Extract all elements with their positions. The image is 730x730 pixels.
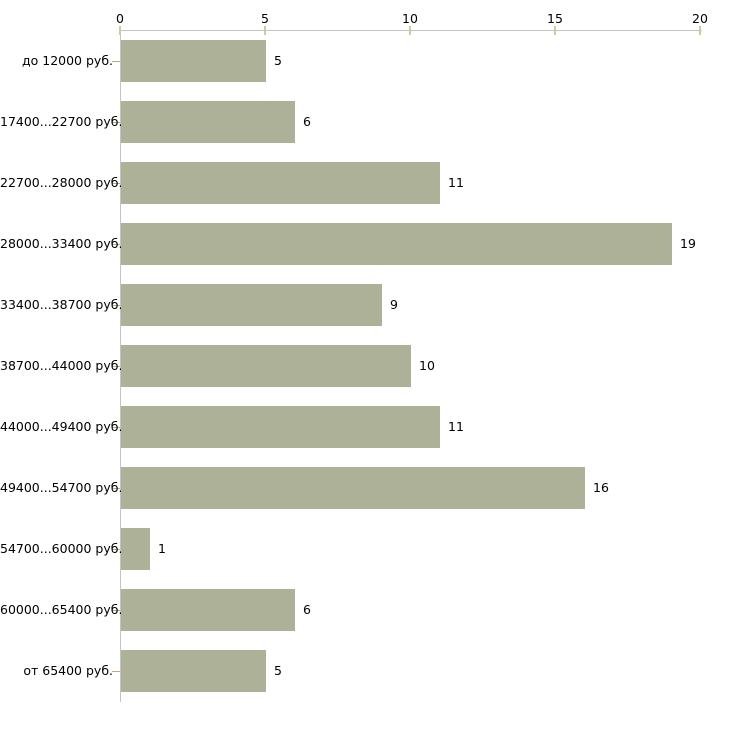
category-label: 28000...33400 руб. (0, 236, 123, 251)
x-axis-tick-label: 10 (402, 11, 418, 26)
category-label: до 12000 руб. (21, 53, 113, 68)
category-label: 54700...60000 руб. (0, 541, 123, 556)
bar-value-label: 11 (448, 175, 464, 190)
category-label: 49400...54700 руб. (0, 480, 123, 495)
x-axis-tick-label: 0 (116, 11, 124, 26)
x-axis-line (120, 30, 702, 31)
category-label: 17400...22700 руб. (0, 114, 123, 129)
x-axis-tick-mark (264, 26, 266, 35)
y-axis-line (120, 30, 121, 702)
bar-value-label: 5 (274, 663, 282, 678)
y-axis-tick-mark (112, 671, 120, 672)
bar (121, 467, 585, 509)
bar-value-label: 16 (593, 480, 609, 495)
category-label: 22700...28000 руб. (0, 175, 123, 190)
bar-value-label: 19 (680, 236, 696, 251)
bar-value-label: 6 (303, 114, 311, 129)
bar-value-label: 10 (419, 358, 435, 373)
category-label: от 65400 руб. (23, 663, 113, 678)
category-label: 60000...65400 руб. (0, 602, 123, 617)
y-axis-tick-mark (112, 122, 120, 123)
bar-value-label: 1 (158, 541, 166, 556)
bar (121, 223, 672, 265)
bar (121, 406, 440, 448)
bar (121, 528, 150, 570)
bar-value-label: 6 (303, 602, 311, 617)
x-axis-tick-label: 5 (261, 11, 269, 26)
bar-value-label: 5 (274, 53, 282, 68)
x-axis-tick-label: 20 (692, 11, 708, 26)
bar (121, 40, 266, 82)
x-axis-tick-mark (409, 26, 411, 35)
y-axis-tick-mark (112, 183, 120, 184)
y-axis-tick-mark (112, 610, 120, 611)
x-axis-tick-mark (699, 26, 701, 35)
y-axis-tick-mark (112, 244, 120, 245)
y-axis-tick-mark (112, 61, 120, 62)
x-axis-tick-mark (554, 26, 556, 35)
y-axis-tick-mark (112, 305, 120, 306)
x-axis-tick-label: 15 (547, 11, 563, 26)
bar-value-label: 11 (448, 419, 464, 434)
category-label: 44000...49400 руб. (0, 419, 123, 434)
bar (121, 101, 295, 143)
category-label: 33400...38700 руб. (0, 297, 123, 312)
x-axis-tick-mark (119, 26, 121, 35)
bar (121, 345, 411, 387)
bar (121, 650, 266, 692)
y-axis-tick-mark (112, 427, 120, 428)
bar (121, 284, 382, 326)
y-axis-tick-mark (112, 366, 120, 367)
bar (121, 589, 295, 631)
category-label: 38700...44000 руб. (0, 358, 123, 373)
bar-value-label: 9 (390, 297, 398, 312)
bar (121, 162, 440, 204)
y-axis-tick-mark (112, 488, 120, 489)
y-axis-tick-mark (112, 549, 120, 550)
